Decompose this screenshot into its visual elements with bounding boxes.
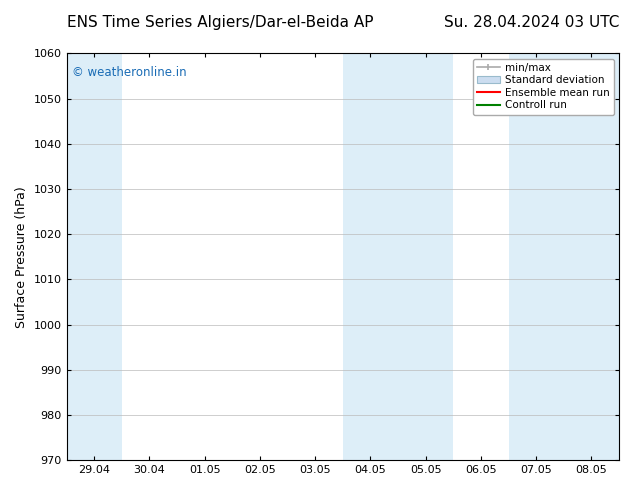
Text: © weatheronline.in: © weatheronline.in xyxy=(72,66,186,78)
Legend: min/max, Standard deviation, Ensemble mean run, Controll run: min/max, Standard deviation, Ensemble me… xyxy=(472,58,614,115)
Text: Su. 28.04.2024 03 UTC: Su. 28.04.2024 03 UTC xyxy=(444,15,619,30)
Y-axis label: Surface Pressure (hPa): Surface Pressure (hPa) xyxy=(15,186,28,328)
Bar xyxy=(67,53,122,460)
Text: ENS Time Series Algiers/Dar-el-Beida AP: ENS Time Series Algiers/Dar-el-Beida AP xyxy=(67,15,373,30)
Bar xyxy=(508,53,619,460)
Bar xyxy=(343,53,453,460)
